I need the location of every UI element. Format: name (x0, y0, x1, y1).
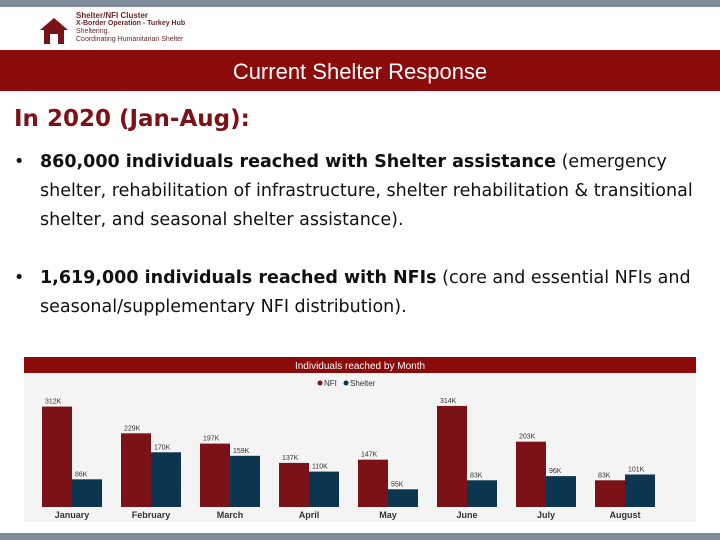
chart-svg: Individuals reached by Month NFI Shelter … (24, 357, 696, 520)
logo-line-1: Shelter/NFI Cluster (76, 11, 149, 20)
value-label-shelter-april: 110K (312, 464, 328, 471)
category-label-april: April (299, 510, 320, 520)
bar-shelter-june (467, 480, 497, 507)
category-label-july: July (537, 510, 555, 520)
bullet-list: • 860,000 individuals reached with Shelt… (14, 148, 704, 351)
value-label-nfi-may: 147K (361, 452, 378, 459)
chart-title: Individuals reached by Month (295, 361, 425, 372)
legend-label-shelter: Shelter (350, 379, 376, 388)
value-label-nfi-february: 229K (124, 425, 141, 432)
value-label-shelter-february: 170K (154, 444, 171, 451)
bullet-nfi-bold: 1,619,000 individuals reached with NFIs (40, 268, 437, 288)
category-label-may: May (379, 510, 397, 520)
bar-nfi-january (42, 406, 72, 507)
bar-shelter-january (72, 479, 102, 507)
legend-label-nfi: NFI (324, 379, 337, 388)
value-label-nfi-january: 312K (45, 399, 62, 406)
bullet-dot-icon: • (14, 268, 25, 288)
bar-nfi-april (279, 462, 309, 507)
bullet-shelter-rest: (emergency shelter, rehabilitation of in… (40, 152, 693, 230)
bullet-shelter-bold: 860,000 individuals reached with Shelter… (40, 152, 557, 172)
bar-shelter-august (625, 474, 655, 507)
logo-line-4: Coordinating Humanitarian Shelter (76, 36, 184, 43)
value-label-nfi-july: 203K (519, 434, 536, 441)
bullet-nfi-rest: (core and essential NFIs and seasonal/su… (40, 268, 691, 317)
cluster-logo: Shelter/NFI Cluster X-Border Operation -… (38, 12, 218, 48)
logo-line-2: X-Border Operation - Turkey Hub (76, 20, 186, 27)
legend-marker-nfi (317, 380, 323, 386)
chart-category-labels: January February March April May June July Augu… (55, 510, 641, 520)
individuals-by-month-chart: Individuals reached by Month NFI Shelter … (24, 357, 696, 522)
bar-shelter-may (388, 489, 418, 507)
category-label-june: June (456, 510, 477, 520)
bar-nfi-august (595, 480, 625, 507)
value-label-shelter-august: 101K (628, 466, 645, 473)
bar-nfi-july (516, 441, 546, 507)
category-label-january: January (55, 510, 90, 520)
top-border (0, 0, 720, 7)
chart-value-labels: 312K 86K 229K 170K 197K 159K 137K 110K 147K 55K 31… (45, 398, 645, 488)
bar-shelter-march (230, 455, 260, 507)
bar-nfi-june (437, 405, 467, 507)
house-logo-icon (40, 18, 68, 44)
category-label-august: August (610, 510, 641, 520)
title-banner (0, 50, 720, 91)
value-label-nfi-june: 314K (440, 398, 457, 405)
bar-shelter-july (546, 476, 576, 507)
bottom-border (0, 533, 720, 540)
legend-marker-shelter (343, 380, 349, 386)
value-label-shelter-march: 159K (233, 448, 250, 455)
value-label-nfi-april: 137K (282, 455, 299, 462)
value-label-shelter-january: 86K (75, 471, 88, 478)
chart-legend: NFI Shelter (317, 379, 376, 388)
category-label-february: February (132, 510, 171, 520)
bar-shelter-april (309, 471, 339, 507)
bar-nfi-may (358, 459, 388, 507)
bullet-dot-icon: • (14, 152, 25, 172)
logo-line-3: Sheltering. (76, 28, 110, 35)
chart-header-bar (24, 357, 696, 373)
slide-title: Current Shelter Response (232, 59, 488, 84)
value-label-shelter-july: 96K (549, 468, 562, 475)
value-label-nfi-august: 83K (598, 472, 611, 479)
bar-nfi-march (200, 443, 230, 507)
bullet-shelter: • 860,000 individuals reached with Shelt… (14, 148, 704, 235)
value-label-shelter-june: 83K (470, 472, 483, 479)
value-label-nfi-march: 197K (203, 436, 220, 443)
bar-shelter-february (151, 452, 181, 507)
chart-bars (42, 405, 655, 507)
value-label-shelter-may: 55K (391, 481, 404, 488)
bar-nfi-february (121, 433, 151, 507)
section-heading: In 2020 (Jan-Aug): (14, 106, 250, 132)
category-label-march: March (217, 510, 244, 520)
bullet-nfi: • 1,619,000 individuals reached with NFI… (14, 264, 704, 322)
